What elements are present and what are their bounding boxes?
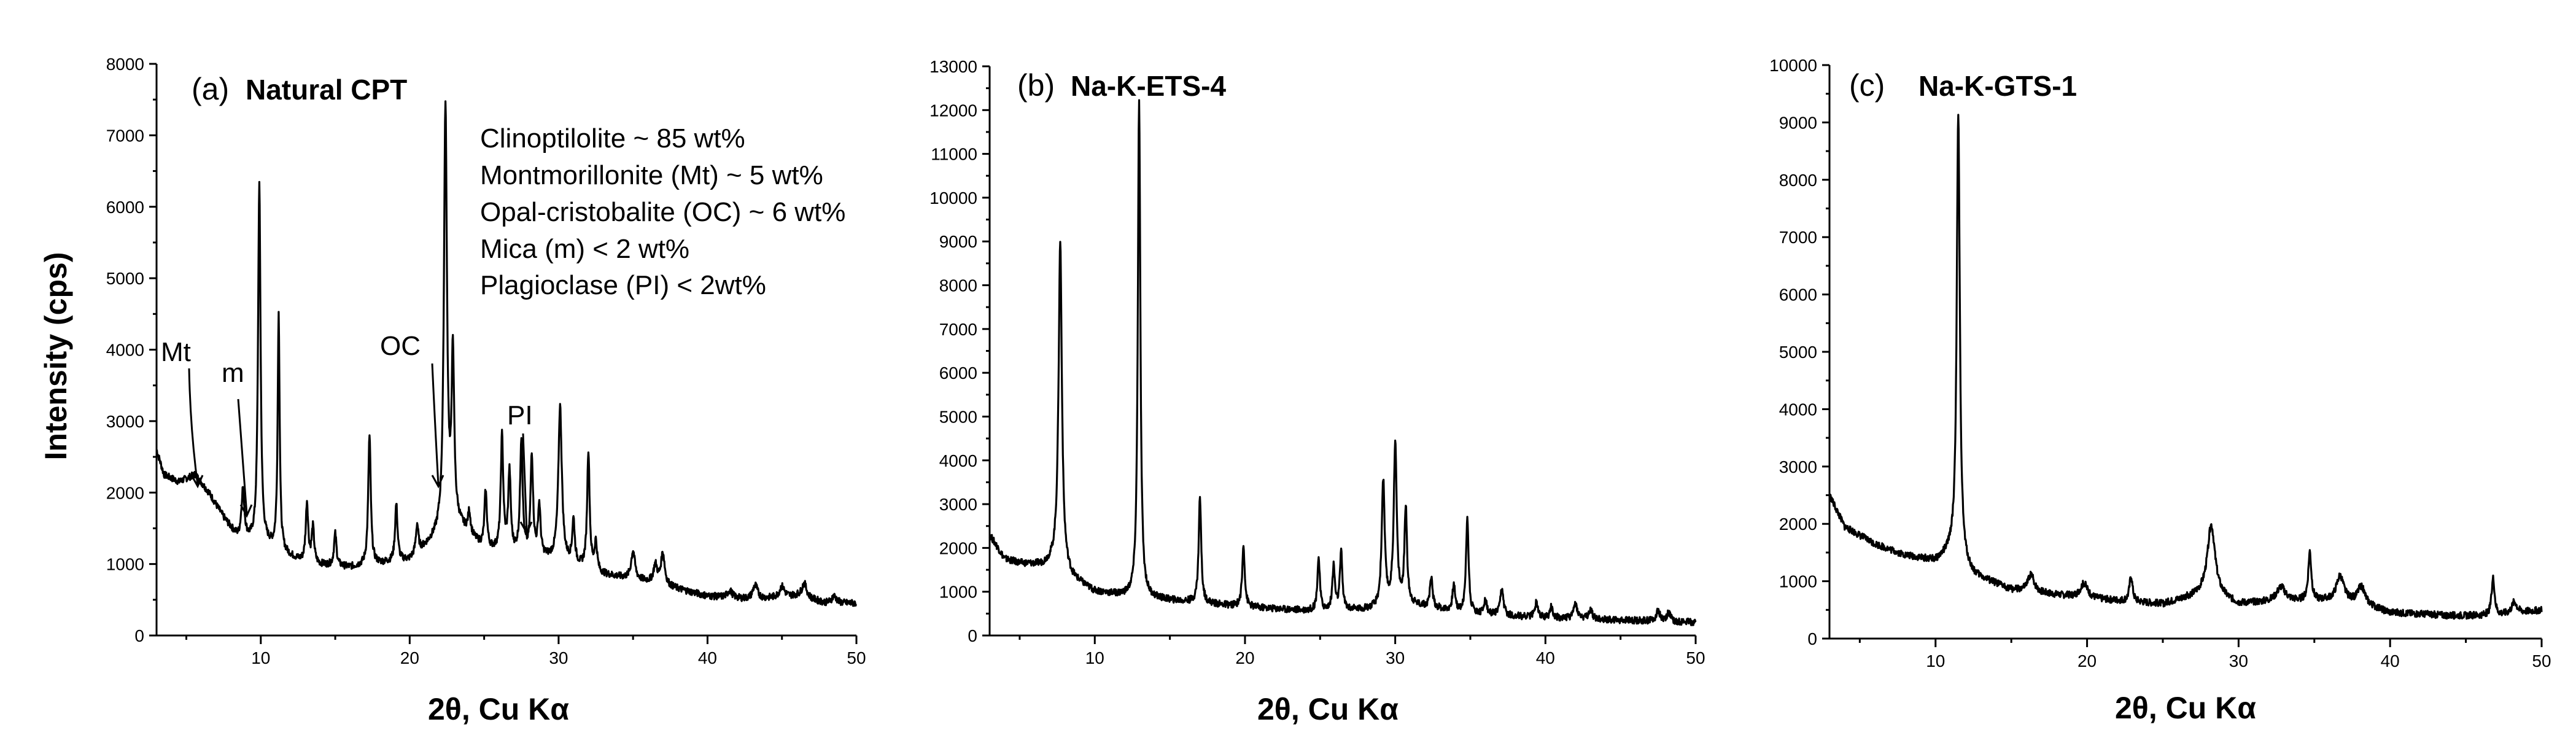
composition-line: Opal-cristobalite (OC) ~ 6 wt% [480,197,845,227]
x-tick-label: 50 [2532,651,2551,670]
x-tick-label: 10 [1926,651,1945,670]
y-tick-label: 8000 [1779,171,1817,190]
panel-b-x-axis-title: 2θ, Cu Kα [1257,692,1399,726]
y-tick-label: 4000 [939,451,977,470]
y-tick-label: 2000 [106,483,144,502]
panel-b-axis-ticks: 0 1000 2000 3000 4000 5000 6000 7000 8000 9000 100… [929,57,1705,667]
y-tick-label: 0 [1807,629,1817,648]
y-tick-label: 0 [134,626,144,645]
panel-b-chart: 0 1000 2000 3000 4000 5000 6000 7000 8000 9000 100… [929,57,1705,726]
y-tick-label: 5000 [1779,343,1817,362]
annotation-label-pi: PI [507,400,533,430]
y-tick-label: 8000 [106,55,144,74]
x-tick-label: 20 [2077,651,2097,670]
panel-c-pattern-trace [1828,114,2543,620]
panel-a-title: Natural CPT [246,74,407,106]
y-tick-label: 0 [968,626,977,645]
composition-line: Montmorillonite (Mt) ~ 5 wt% [480,160,823,190]
panel-c-x-axis-title: 2θ, Cu Kα [2115,691,2256,725]
panel-b-title: Na-K-ETS-4 [1071,70,1226,102]
y-tick-label: 1000 [106,555,144,574]
y-tick-label: 7000 [106,126,144,145]
x-tick-label: 40 [1536,648,1555,667]
x-tick-label: 40 [698,648,717,667]
panel-c-axis-ticks: 0 1000 2000 3000 4000 5000 6000 7000 8000 9000 100… [1769,56,2551,670]
y-tick-label: 7000 [939,320,977,339]
panel-c-chart: 0 1000 2000 3000 4000 5000 6000 7000 8000 9000 100… [1769,56,2551,725]
panel-a-chart: 0 1000 2000 3000 4000 5000 6000 7000 8000 10 20 30 4… [39,55,866,726]
panel-a-pattern-trace [155,100,857,607]
annotation-arrow-pi [519,433,533,535]
x-tick-label: 50 [847,648,866,667]
panel-b-letter: (b) [1017,68,1055,103]
panel-a-x-axis-title: 2θ, Cu Kα [428,692,569,726]
x-tick-label: 20 [1235,648,1254,667]
composition-line: Clinoptilolite ~ 85 wt% [480,123,745,154]
y-tick-label: 5000 [106,269,144,288]
y-tick-label: 4000 [106,341,144,360]
y-tick-label: 2000 [1779,515,1817,534]
annotation-arrow-m [237,398,253,518]
panel-c-title: Na-K-GTS-1 [1918,70,2077,102]
panel-a-composition: Clinoptilolite ~ 85 wt% Montmorillonite … [480,123,845,300]
x-tick-label: 40 [2381,651,2400,670]
y-tick-label: 7000 [1779,228,1817,247]
x-tick-label: 30 [1386,648,1405,667]
y-tick-label: 10000 [1769,56,1817,75]
y-tick-label: 9000 [1779,113,1817,132]
y-tick-label: 6000 [106,198,144,217]
y-tick-label: 1000 [1779,572,1817,591]
y-tick-label: 10000 [929,189,977,208]
annotation-label-m: m [222,358,244,388]
x-tick-label: 10 [251,648,270,667]
y-tick-label: 5000 [939,407,977,426]
y-tick-label: 3000 [106,412,144,431]
annotation-label-oc: OC [380,331,421,361]
panel-a-letter: (a) [192,72,229,106]
annotation-arrow-oc [431,363,444,489]
y-tick-label: 3000 [1779,457,1817,476]
x-tick-label: 50 [1686,648,1705,667]
y-tick-label: 11000 [931,145,977,164]
y-tick-label: 12000 [929,101,977,120]
panel-a-axis-ticks: 0 1000 2000 3000 4000 5000 6000 7000 8000 10 20 30 4… [106,55,866,667]
panel-a-y-axis-title: Intensity (cps) [39,252,73,461]
y-tick-label: 6000 [939,363,977,383]
annotation-arrow-mt [188,368,204,489]
y-tick-label: 4000 [1779,400,1817,419]
y-tick-label: 6000 [1779,286,1817,305]
x-tick-label: 10 [1085,648,1104,667]
y-tick-label: 1000 [939,583,977,602]
y-tick-label: 9000 [939,232,977,251]
panel-a-annotations: Mt m OC PI [161,331,533,535]
x-tick-label: 20 [400,648,419,667]
x-tick-label: 30 [2229,651,2248,670]
panel-c-letter: (c) [1849,68,1885,103]
y-tick-label: 13000 [929,57,977,76]
x-tick-label: 30 [549,648,568,667]
y-tick-label: 2000 [939,538,977,558]
y-tick-label: 3000 [939,495,977,514]
panel-b-pattern-trace [988,99,1697,626]
annotation-label-mt: Mt [161,337,191,367]
composition-line: Mica (m) < 2 wt% [480,234,689,264]
y-tick-label: 8000 [939,276,977,295]
composition-line: Plagioclase (PI) < 2wt% [480,270,766,300]
